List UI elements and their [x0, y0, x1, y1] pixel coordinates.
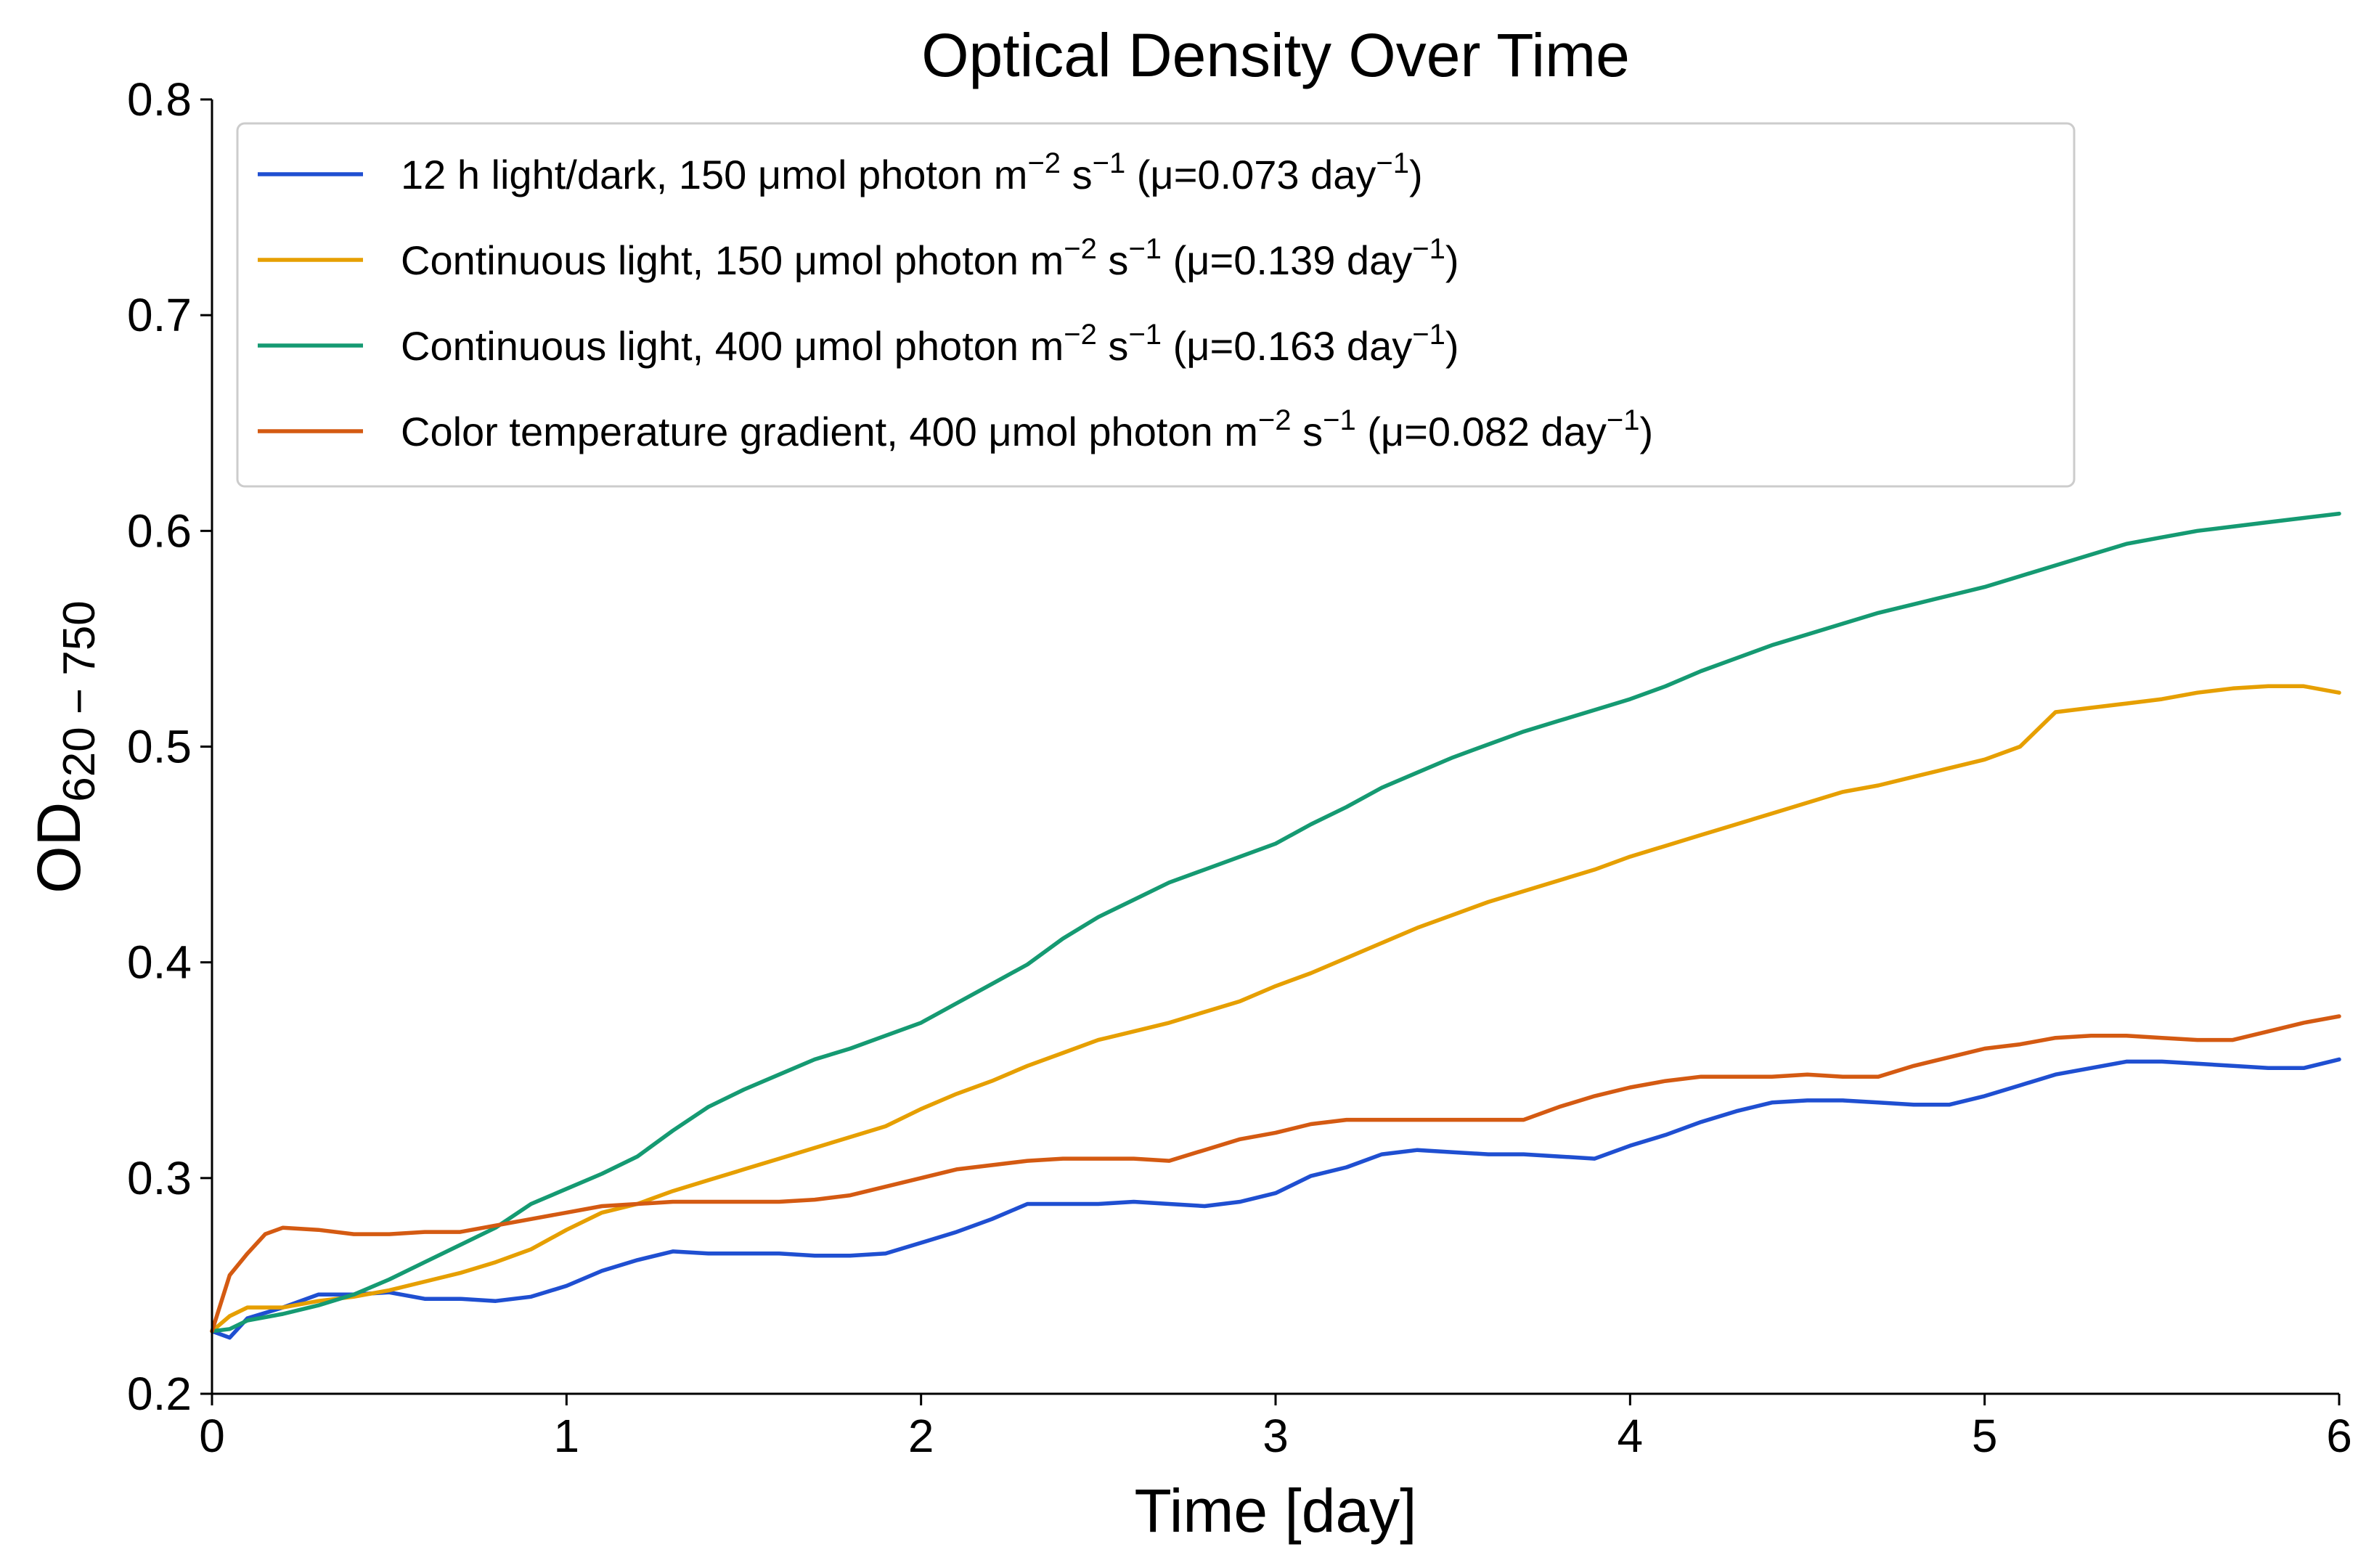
- y-tick-label: 0.3: [127, 1152, 192, 1204]
- series-line-2: [210, 684, 2341, 1334]
- legend-label-exp2: −1: [1323, 404, 1356, 436]
- series-line-4: [210, 1014, 2341, 1334]
- legend-label-exp3: −1: [1412, 233, 1445, 265]
- legend-label-prefix: Continuous light, 400 μmol photon m: [401, 323, 1064, 369]
- legend-label: 12 h light/dark, 150 μmol photon m−2 s−1…: [401, 147, 1423, 197]
- legend-label-mid: s: [1061, 152, 1093, 197]
- legend-item: Continuous light, 400 μmol photon m−2 s−…: [258, 319, 1459, 369]
- legend-label-exp3: −1: [1412, 319, 1445, 351]
- legend-label-exp1: −2: [1258, 404, 1292, 436]
- legend-label-mu: (μ=0.139 day: [1162, 237, 1412, 283]
- y-tick-label: 0.2: [127, 1368, 192, 1420]
- x-ticks: 0 1 2 3 4 5 6: [199, 1394, 2352, 1462]
- x-tick-label: 1: [554, 1410, 580, 1462]
- y-ticks: 0.2 0.3 0.4 0.5 0.6 0.7 0.8: [127, 73, 212, 1420]
- x-tick-label: 4: [1618, 1410, 1644, 1462]
- y-tick-label: 0.6: [127, 505, 192, 557]
- legend-label-exp1: −2: [1064, 233, 1097, 265]
- legend-label-exp1: −2: [1027, 147, 1061, 179]
- series-line-1: [210, 1057, 2341, 1340]
- legend-label-prefix: Color temperature gradient, 400 μmol pho…: [401, 409, 1258, 454]
- y-tick-label: 0.5: [127, 721, 192, 773]
- legend-label-exp3: −1: [1607, 404, 1640, 436]
- x-tick-label: 3: [1263, 1410, 1289, 1462]
- legend-label-prefix: Continuous light, 150 μmol photon m: [401, 237, 1064, 283]
- legend-label: Color temperature gradient, 400 μmol pho…: [401, 404, 1653, 454]
- y-tick-label: 0.4: [127, 936, 192, 989]
- x-tick-label: 2: [908, 1410, 934, 1462]
- legend-label-end: ): [1409, 152, 1423, 197]
- legend: 12 h light/dark, 150 μmol photon m−2 s−1…: [236, 122, 2076, 488]
- legend-label-mu: (μ=0.163 day: [1162, 323, 1412, 369]
- x-tick-label: 0: [199, 1410, 225, 1462]
- y-axis-title-base: OD: [25, 802, 93, 894]
- legend-label-exp2: −1: [1128, 319, 1162, 351]
- legend-label-end: ): [1445, 323, 1459, 369]
- legend-label: Continuous light, 400 μmol photon m−2 s−…: [401, 319, 1459, 369]
- legend-label-mid: s: [1292, 409, 1323, 454]
- legend-label-mu: (μ=0.082 day: [1356, 409, 1607, 454]
- y-axis-title-subscript: 620 − 750: [54, 600, 105, 802]
- legend-label-mid: s: [1097, 237, 1129, 283]
- x-tick-label: 6: [2326, 1410, 2352, 1462]
- legend-item: 12 h light/dark, 150 μmol photon m−2 s−1…: [258, 147, 1423, 197]
- series-line-3: [210, 511, 2341, 1334]
- legend-item: Continuous light, 150 μmol photon m−2 s−…: [258, 233, 1459, 283]
- legend-label-mid: s: [1097, 323, 1129, 369]
- legend-label-end: ): [1445, 237, 1459, 283]
- y-tick-label: 0.8: [127, 73, 192, 126]
- legend-label-exp2: −1: [1093, 147, 1126, 179]
- legend-label-mu: (μ=0.073 day: [1125, 152, 1376, 197]
- legend-box: [236, 122, 2076, 488]
- legend-label-prefix: 12 h light/dark, 150 μmol photon m: [401, 152, 1027, 197]
- legend-label-exp2: −1: [1128, 233, 1162, 265]
- legend-item: Color temperature gradient, 400 μmol pho…: [258, 404, 1653, 454]
- legend-label-exp1: −2: [1064, 319, 1097, 351]
- chart-title: Optical Density Over Time: [921, 21, 1630, 89]
- legend-label-exp3: −1: [1376, 147, 1409, 179]
- legend-label-end: ): [1639, 409, 1653, 454]
- y-tick-label: 0.7: [127, 289, 192, 341]
- x-axis-title: Time [day]: [1135, 1477, 1417, 1545]
- series-layer: [210, 511, 2341, 1340]
- y-axis-title: OD620 − 750: [25, 600, 105, 894]
- legend-label: Continuous light, 150 μmol photon m−2 s−…: [401, 233, 1459, 283]
- x-tick-label: 5: [1972, 1410, 1998, 1462]
